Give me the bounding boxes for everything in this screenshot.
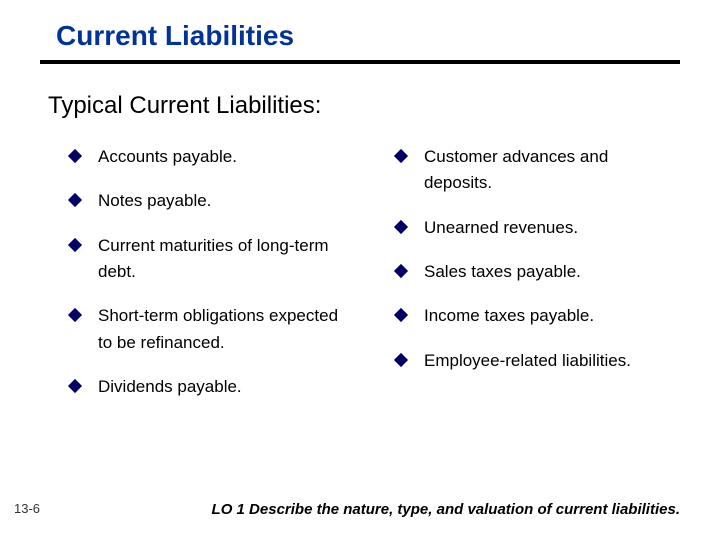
diamond-bullet-icon [394, 264, 408, 278]
list-item-text: Sales taxes payable. [424, 259, 680, 285]
list-item: Sales taxes payable. [382, 259, 680, 285]
list-item: Customer advances and deposits. [382, 144, 680, 197]
list-item-text: Customer advances and deposits. [424, 144, 680, 197]
diamond-bullet-icon [68, 308, 82, 322]
list-item: Income taxes payable. [382, 303, 680, 329]
page-number: 13-6 [14, 501, 40, 516]
list-item-text: Employee-related liabilities. [424, 348, 680, 374]
footer-learning-objective: LO 1 Describe the nature, type, and valu… [212, 501, 680, 518]
left-column: Accounts payable. Notes payable. Current… [56, 144, 354, 418]
diamond-bullet-icon [394, 308, 408, 322]
right-column: Customer advances and deposits. Unearned… [382, 144, 680, 418]
list-item-text: Dividends payable. [98, 374, 354, 400]
subtitle: Typical Current Liabilities: [48, 92, 680, 120]
diamond-bullet-icon [68, 238, 82, 252]
list-item-text: Income taxes payable. [424, 303, 680, 329]
list-item: Employee-related liabilities. [382, 348, 680, 374]
slide: Current Liabilities Typical Current Liab… [0, 0, 720, 540]
diamond-bullet-icon [394, 149, 408, 163]
diamond-bullet-icon [68, 379, 82, 393]
list-item: Unearned revenues. [382, 215, 680, 241]
diamond-bullet-icon [394, 220, 408, 234]
list-item: Current maturities of long-term debt. [56, 233, 354, 286]
bullet-columns: Accounts payable. Notes payable. Current… [56, 144, 680, 418]
list-item: Short-term obligations expected to be re… [56, 303, 354, 356]
diamond-bullet-icon [394, 353, 408, 367]
list-item-text: Accounts payable. [98, 144, 354, 170]
list-item-text: Short-term obligations expected to be re… [98, 303, 354, 356]
list-item-text: Unearned revenues. [424, 215, 680, 241]
list-item-text: Notes payable. [98, 188, 354, 214]
page-title: Current Liabilities [56, 20, 680, 52]
list-item-text: Current maturities of long-term debt. [98, 233, 354, 286]
diamond-bullet-icon [68, 193, 82, 207]
list-item: Notes payable. [56, 188, 354, 214]
diamond-bullet-icon [68, 149, 82, 163]
list-item: Dividends payable. [56, 374, 354, 400]
list-item: Accounts payable. [56, 144, 354, 170]
title-underline [40, 60, 680, 64]
